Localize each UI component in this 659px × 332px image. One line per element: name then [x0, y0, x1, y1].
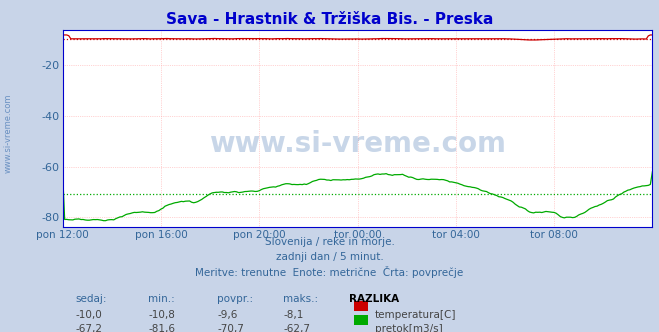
Text: Sava - Hrastnik & Tržiška Bis. - Preska: Sava - Hrastnik & Tržiška Bis. - Preska — [166, 12, 493, 27]
Text: -70,7: -70,7 — [217, 324, 244, 332]
Text: www.si-vreme.com: www.si-vreme.com — [4, 93, 13, 173]
Text: -8,1: -8,1 — [283, 310, 304, 320]
Text: sedaj:: sedaj: — [76, 294, 107, 304]
Text: www.si-vreme.com: www.si-vreme.com — [209, 130, 506, 158]
Text: -62,7: -62,7 — [283, 324, 310, 332]
Text: Slovenija / reke in morje.: Slovenija / reke in morje. — [264, 237, 395, 247]
Text: povpr.:: povpr.: — [217, 294, 254, 304]
Text: pretok[m3/s]: pretok[m3/s] — [375, 324, 443, 332]
Text: -67,2: -67,2 — [76, 324, 103, 332]
Text: min.:: min.: — [148, 294, 175, 304]
Text: temperatura[C]: temperatura[C] — [375, 310, 457, 320]
Text: zadnji dan / 5 minut.: zadnji dan / 5 minut. — [275, 252, 384, 262]
Text: Meritve: trenutne  Enote: metrične  Črta: povprečje: Meritve: trenutne Enote: metrične Črta: … — [195, 266, 464, 278]
Text: maks.:: maks.: — [283, 294, 318, 304]
Text: -10,8: -10,8 — [148, 310, 175, 320]
Text: -10,0: -10,0 — [76, 310, 103, 320]
Text: -81,6: -81,6 — [148, 324, 175, 332]
Text: -9,6: -9,6 — [217, 310, 238, 320]
Text: RAZLIKA: RAZLIKA — [349, 294, 399, 304]
